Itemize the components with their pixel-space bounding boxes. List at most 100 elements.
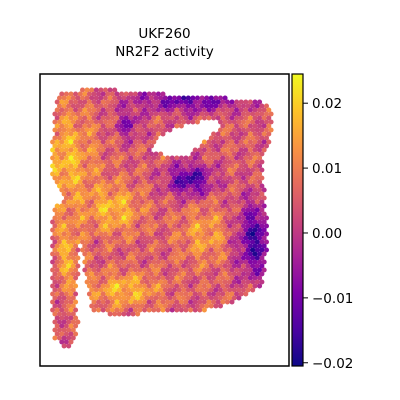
spot bbox=[197, 211, 203, 217]
spot bbox=[238, 131, 244, 137]
spot bbox=[126, 111, 131, 117]
spot bbox=[153, 303, 159, 309]
spot bbox=[91, 235, 97, 241]
spot bbox=[103, 263, 108, 269]
spot bbox=[190, 255, 196, 261]
spot bbox=[188, 227, 194, 233]
spot bbox=[59, 163, 65, 169]
spot bbox=[211, 259, 217, 265]
spot bbox=[144, 255, 150, 261]
spot bbox=[123, 283, 129, 289]
spot bbox=[103, 95, 108, 101]
spot bbox=[172, 95, 177, 101]
spot bbox=[75, 143, 81, 149]
spot bbox=[162, 255, 168, 261]
spot bbox=[201, 203, 207, 209]
spot bbox=[80, 247, 85, 253]
spot bbox=[128, 275, 134, 281]
spot bbox=[213, 239, 219, 245]
spot bbox=[215, 251, 221, 257]
spot bbox=[84, 95, 90, 101]
spot bbox=[261, 211, 267, 217]
spot bbox=[84, 231, 90, 237]
spot bbox=[105, 235, 111, 241]
spot bbox=[199, 159, 205, 165]
spot bbox=[252, 283, 258, 289]
spot bbox=[245, 103, 251, 109]
spot bbox=[185, 191, 191, 197]
spot bbox=[211, 219, 217, 225]
spot bbox=[146, 267, 152, 273]
spot bbox=[169, 283, 175, 289]
spot bbox=[257, 227, 263, 233]
spot bbox=[197, 299, 203, 305]
spot bbox=[199, 199, 205, 205]
spot bbox=[57, 295, 62, 301]
spot bbox=[114, 243, 120, 249]
spot bbox=[103, 239, 108, 245]
spot bbox=[227, 151, 233, 157]
spot bbox=[142, 259, 148, 265]
spot bbox=[146, 219, 152, 225]
spot bbox=[146, 155, 152, 161]
spot bbox=[144, 271, 150, 277]
spot bbox=[218, 255, 223, 261]
spot bbox=[236, 119, 242, 125]
spot bbox=[181, 111, 187, 117]
spot bbox=[220, 235, 226, 241]
spot bbox=[144, 111, 150, 117]
spot bbox=[132, 187, 138, 193]
spot bbox=[77, 99, 83, 105]
spot bbox=[114, 267, 120, 273]
spot bbox=[93, 255, 99, 261]
spot bbox=[213, 143, 219, 149]
spot bbox=[151, 203, 157, 209]
spot bbox=[227, 119, 233, 125]
spot bbox=[236, 167, 242, 173]
spot bbox=[211, 107, 217, 113]
spot bbox=[167, 111, 173, 117]
spot bbox=[135, 279, 141, 285]
spot bbox=[236, 191, 242, 197]
spot bbox=[167, 231, 173, 237]
spot bbox=[68, 155, 74, 161]
spot bbox=[211, 147, 217, 153]
spot bbox=[137, 155, 143, 161]
spot bbox=[142, 299, 148, 305]
spot bbox=[130, 279, 136, 285]
spot bbox=[181, 175, 187, 181]
spot bbox=[93, 303, 99, 309]
spot bbox=[98, 175, 104, 181]
spot bbox=[188, 211, 194, 217]
spot bbox=[96, 299, 102, 305]
spot bbox=[243, 131, 249, 137]
spot bbox=[73, 91, 79, 97]
spot bbox=[75, 175, 81, 181]
spot bbox=[254, 207, 260, 213]
spot bbox=[224, 163, 230, 169]
spot bbox=[227, 271, 233, 277]
spot bbox=[84, 207, 90, 213]
spot bbox=[132, 163, 138, 169]
spot bbox=[208, 279, 214, 285]
spot bbox=[178, 259, 184, 265]
spot bbox=[181, 183, 187, 189]
spot bbox=[261, 267, 267, 273]
spot bbox=[197, 219, 203, 225]
spot bbox=[224, 275, 230, 281]
spot bbox=[204, 143, 210, 149]
spot bbox=[247, 171, 253, 177]
colorbar-gradient bbox=[292, 74, 303, 366]
spot bbox=[259, 271, 265, 277]
spot bbox=[96, 227, 102, 233]
spot bbox=[158, 127, 164, 133]
spot bbox=[215, 99, 221, 105]
spot bbox=[199, 231, 205, 237]
spot bbox=[144, 295, 150, 301]
spot bbox=[162, 191, 168, 197]
spot bbox=[220, 131, 226, 137]
spot bbox=[100, 227, 106, 233]
spot bbox=[146, 203, 152, 209]
spot bbox=[98, 95, 104, 101]
spot bbox=[135, 175, 141, 181]
